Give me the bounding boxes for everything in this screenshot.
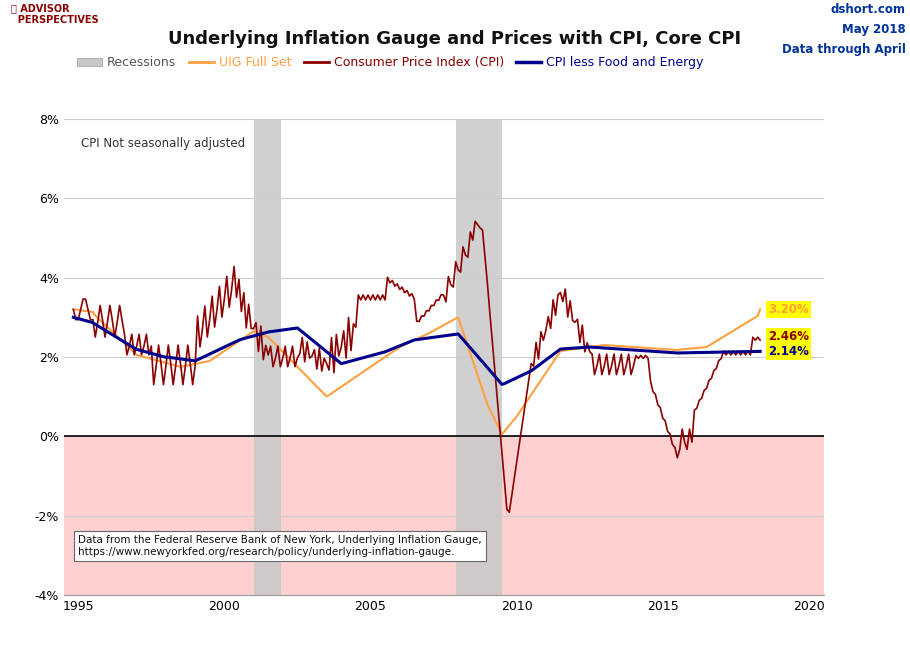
Text: Underlying Inflation Gauge and Prices with CPI, Core CPI: Underlying Inflation Gauge and Prices wi… (168, 30, 742, 48)
Text: May 2018: May 2018 (842, 23, 905, 36)
Bar (254, 119, 280, 595)
Bar (64, 436, 824, 595)
Text: dshort.com: dshort.com (831, 3, 905, 17)
Text: 2.46%: 2.46% (768, 330, 809, 343)
Text: Data through April: Data through April (782, 43, 905, 56)
Text: 3.20%: 3.20% (768, 303, 809, 316)
Bar (456, 119, 502, 595)
Text: Data from the Federal Reserve Bank of New York, Underlying Inflation Gauge,
http: Data from the Federal Reserve Bank of Ne… (78, 535, 482, 557)
Legend: Recessions, UIG Full Set, Consumer Price Index (CPI), CPI less Food and Energy: Recessions, UIG Full Set, Consumer Price… (72, 52, 709, 75)
Text: CPI Not seasonally adjusted: CPI Not seasonally adjusted (81, 137, 246, 150)
Text: Ⓘ ADVISOR
  PERSPECTIVES: Ⓘ ADVISOR PERSPECTIVES (11, 3, 98, 25)
Text: 2.14%: 2.14% (768, 345, 809, 358)
